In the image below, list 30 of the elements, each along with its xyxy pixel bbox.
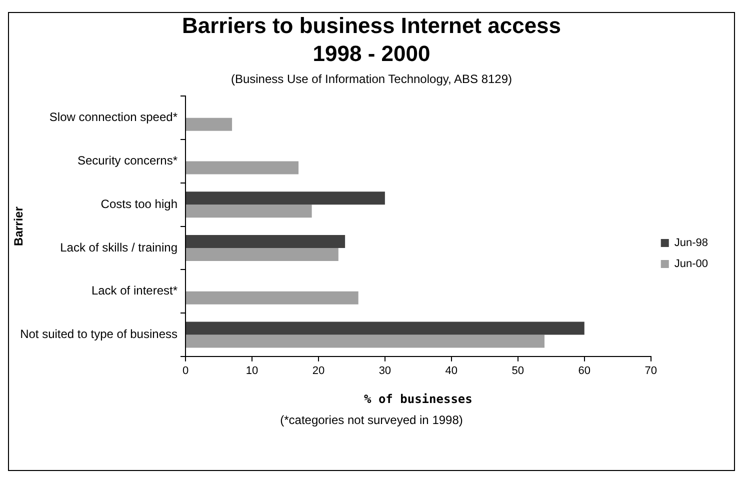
y-tick-label: Lack of interest* (91, 284, 178, 298)
x-tick-label: 40 (445, 365, 458, 378)
x-tick-label: 30 (378, 365, 392, 378)
x-tick-label: 0 (182, 365, 189, 378)
x-tick-label: 60 (578, 365, 591, 378)
bar (186, 248, 338, 261)
bar (186, 161, 299, 174)
y-axis-title: Barrier (12, 206, 26, 246)
x-tick-label: 70 (644, 365, 657, 378)
legend-label: Jun-98 (674, 237, 708, 250)
legend-label: Jun-00 (674, 258, 708, 270)
text: (*categories not surveyed in 1998) (279, 413, 464, 427)
bar (186, 234, 346, 248)
bar (186, 192, 385, 205)
y-tick-label: Lack of skills / training (60, 240, 178, 254)
x-axis-title: % of businesses (364, 392, 472, 406)
chart-subtitle: (Business Use of Information Technology, ABS 8129) (230, 72, 514, 86)
x-tick-label: 50 (512, 365, 524, 378)
chart-title: Barriers to business Internet access 1998 - 2000 (180, 12, 562, 68)
y-tick-label: Slow connection speed* (49, 110, 178, 124)
y-tick-label: Not suited to type of business (20, 327, 178, 342)
y-tick-label: Costs too high (100, 196, 178, 211)
x-tick-label: 20 (312, 365, 325, 378)
bar (186, 204, 312, 218)
bar (186, 291, 358, 304)
bar (186, 322, 584, 335)
bar (186, 334, 544, 348)
x-tick-label: 10 (246, 365, 258, 378)
y-tick-label: Security concerns* (77, 154, 178, 168)
bar (186, 118, 232, 131)
